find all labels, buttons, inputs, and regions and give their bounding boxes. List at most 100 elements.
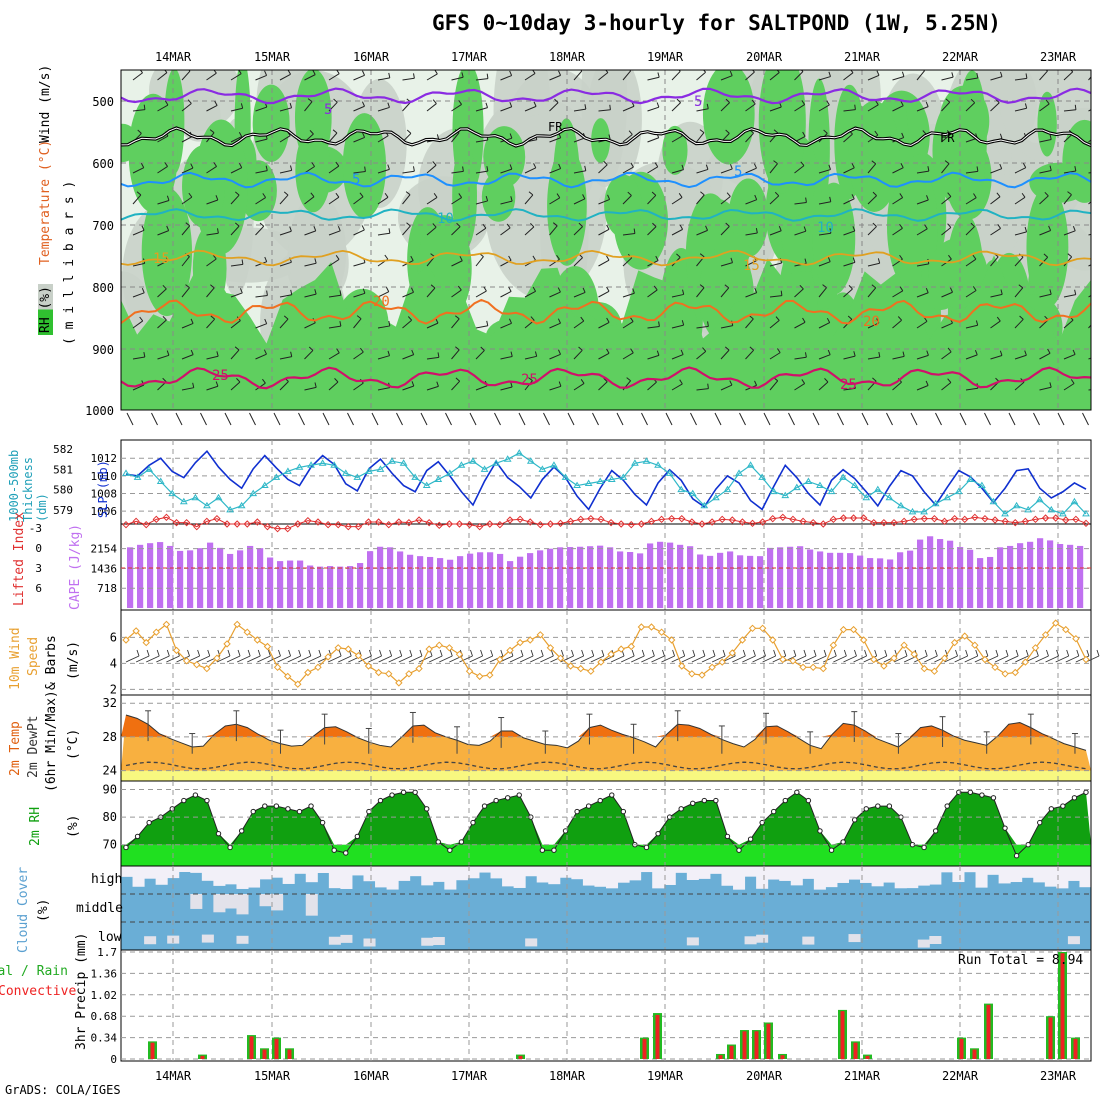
wind-barb-flag	[872, 377, 877, 382]
wind-barb	[794, 321, 806, 329]
rh2m-point	[828, 847, 835, 853]
rh2m-point	[851, 817, 858, 823]
wind-barb-flag	[725, 129, 730, 134]
wind-barb	[206, 385, 219, 391]
wind-barb	[745, 260, 757, 267]
wind-barb	[745, 71, 755, 81]
wind10m-barb	[176, 655, 190, 663]
wind-barb-flag	[927, 166, 930, 172]
wind-speed-point	[465, 667, 474, 675]
wind-barb	[377, 77, 390, 81]
wind-barb	[941, 382, 952, 391]
wind-barb-flag	[876, 70, 880, 76]
wind-barb	[1088, 109, 1091, 112]
cape-bar	[427, 556, 434, 608]
wind-speed-point	[122, 636, 130, 644]
wind10m-barb	[924, 655, 938, 663]
thickness-point	[1024, 505, 1033, 513]
wind-barb	[1014, 318, 1024, 329]
wind-barb	[843, 198, 855, 205]
wind-barb	[941, 163, 950, 174]
high-cloud-gap	[1044, 866, 1057, 887]
wind10m-barb	[236, 655, 251, 663]
high-cloud-gap	[525, 866, 538, 877]
wind10m-barb-flag	[1015, 649, 1019, 657]
wind-speed-point	[587, 667, 595, 675]
high-cloud-gap	[328, 866, 341, 889]
wind-barb-flag	[707, 321, 709, 327]
date-label-bottom: 16MAR	[353, 1069, 390, 1083]
wind10m-barb	[196, 655, 210, 663]
high-cloud-gap	[259, 866, 272, 880]
lifted-index-point	[839, 514, 848, 522]
wind-barb	[451, 318, 460, 329]
thickness-point	[550, 461, 558, 468]
wind-barb-flag	[780, 290, 783, 296]
wind-barb-flag	[190, 318, 194, 324]
wind-barb	[353, 351, 364, 360]
lifted-index-point	[647, 517, 656, 526]
wind-barb	[794, 104, 805, 112]
rh2m-tick-label: 70	[103, 838, 117, 852]
lifted-index-point	[294, 520, 302, 528]
cape-bar	[237, 550, 244, 608]
thickness-point	[931, 499, 940, 507]
date-label-top: 14MAR	[155, 50, 192, 64]
rh2m-point	[1013, 853, 1020, 859]
date-label-bottom: 14MAR	[155, 1069, 192, 1083]
wind-barb-flag	[141, 225, 145, 231]
wind-barb-flag	[1092, 68, 1096, 71]
wind-barb-flag	[751, 99, 756, 105]
lifted-index-point	[405, 518, 413, 527]
wind-barb	[451, 226, 461, 236]
wind10m-barb-flag	[591, 649, 595, 657]
cape-bar	[747, 555, 754, 608]
wind-barb-flag	[724, 346, 730, 351]
wind-barb	[720, 196, 731, 205]
surface-wind-barb	[322, 412, 330, 426]
wind-barb-flag	[578, 222, 583, 227]
wind-barb	[1088, 139, 1091, 143]
wind-barb-flag	[606, 348, 610, 354]
rh-high-area	[295, 128, 331, 213]
wind-barb	[720, 75, 733, 81]
wind-barb	[1014, 196, 1026, 205]
surface-wind-barb	[1057, 412, 1065, 426]
wind-barb	[1063, 319, 1074, 329]
cape-bar	[1007, 545, 1014, 608]
cape-bar	[977, 558, 984, 608]
high-cloud-gap	[305, 866, 318, 883]
wind10m-barb-flag	[267, 649, 271, 657]
high-cloud-gap	[963, 866, 977, 873]
temp-fill-dark	[121, 715, 1091, 737]
lifted-index-point	[324, 520, 332, 529]
wind-barb	[573, 198, 586, 205]
wind-barb	[157, 230, 169, 236]
precip-tick-label: 0.34	[91, 1032, 118, 1045]
wind-barb	[230, 320, 241, 329]
wind-barb	[475, 350, 485, 360]
low-cloud-gap	[686, 937, 699, 946]
high-cloud-gap	[698, 866, 711, 879]
wind-barb-flag	[1072, 349, 1076, 355]
lifted-index-point	[556, 519, 565, 528]
wind-barb-flag	[707, 383, 709, 389]
wind10m-barb	[812, 655, 827, 663]
high-cloud-gap	[490, 866, 503, 879]
precip-panel-frame	[120, 949, 1092, 1062]
lifted-index-point	[395, 518, 403, 526]
slp-tick-label: 1006	[91, 505, 118, 518]
wind-barb	[647, 289, 658, 298]
wind10m-barb	[418, 655, 433, 663]
wind-barb	[598, 228, 610, 236]
wind10m-barb-flag	[288, 649, 292, 657]
wind-barb	[451, 76, 464, 81]
wind10m-barb-flag	[550, 649, 554, 657]
wind-barb-flag	[528, 191, 534, 196]
high-cloud-gap	[987, 866, 1000, 875]
wind-barb-flag	[951, 72, 954, 78]
contour-label-t5-blue-b: 5	[734, 164, 742, 180]
wind-barb-flag	[899, 193, 904, 198]
wind10m-barb-flag	[763, 649, 766, 657]
